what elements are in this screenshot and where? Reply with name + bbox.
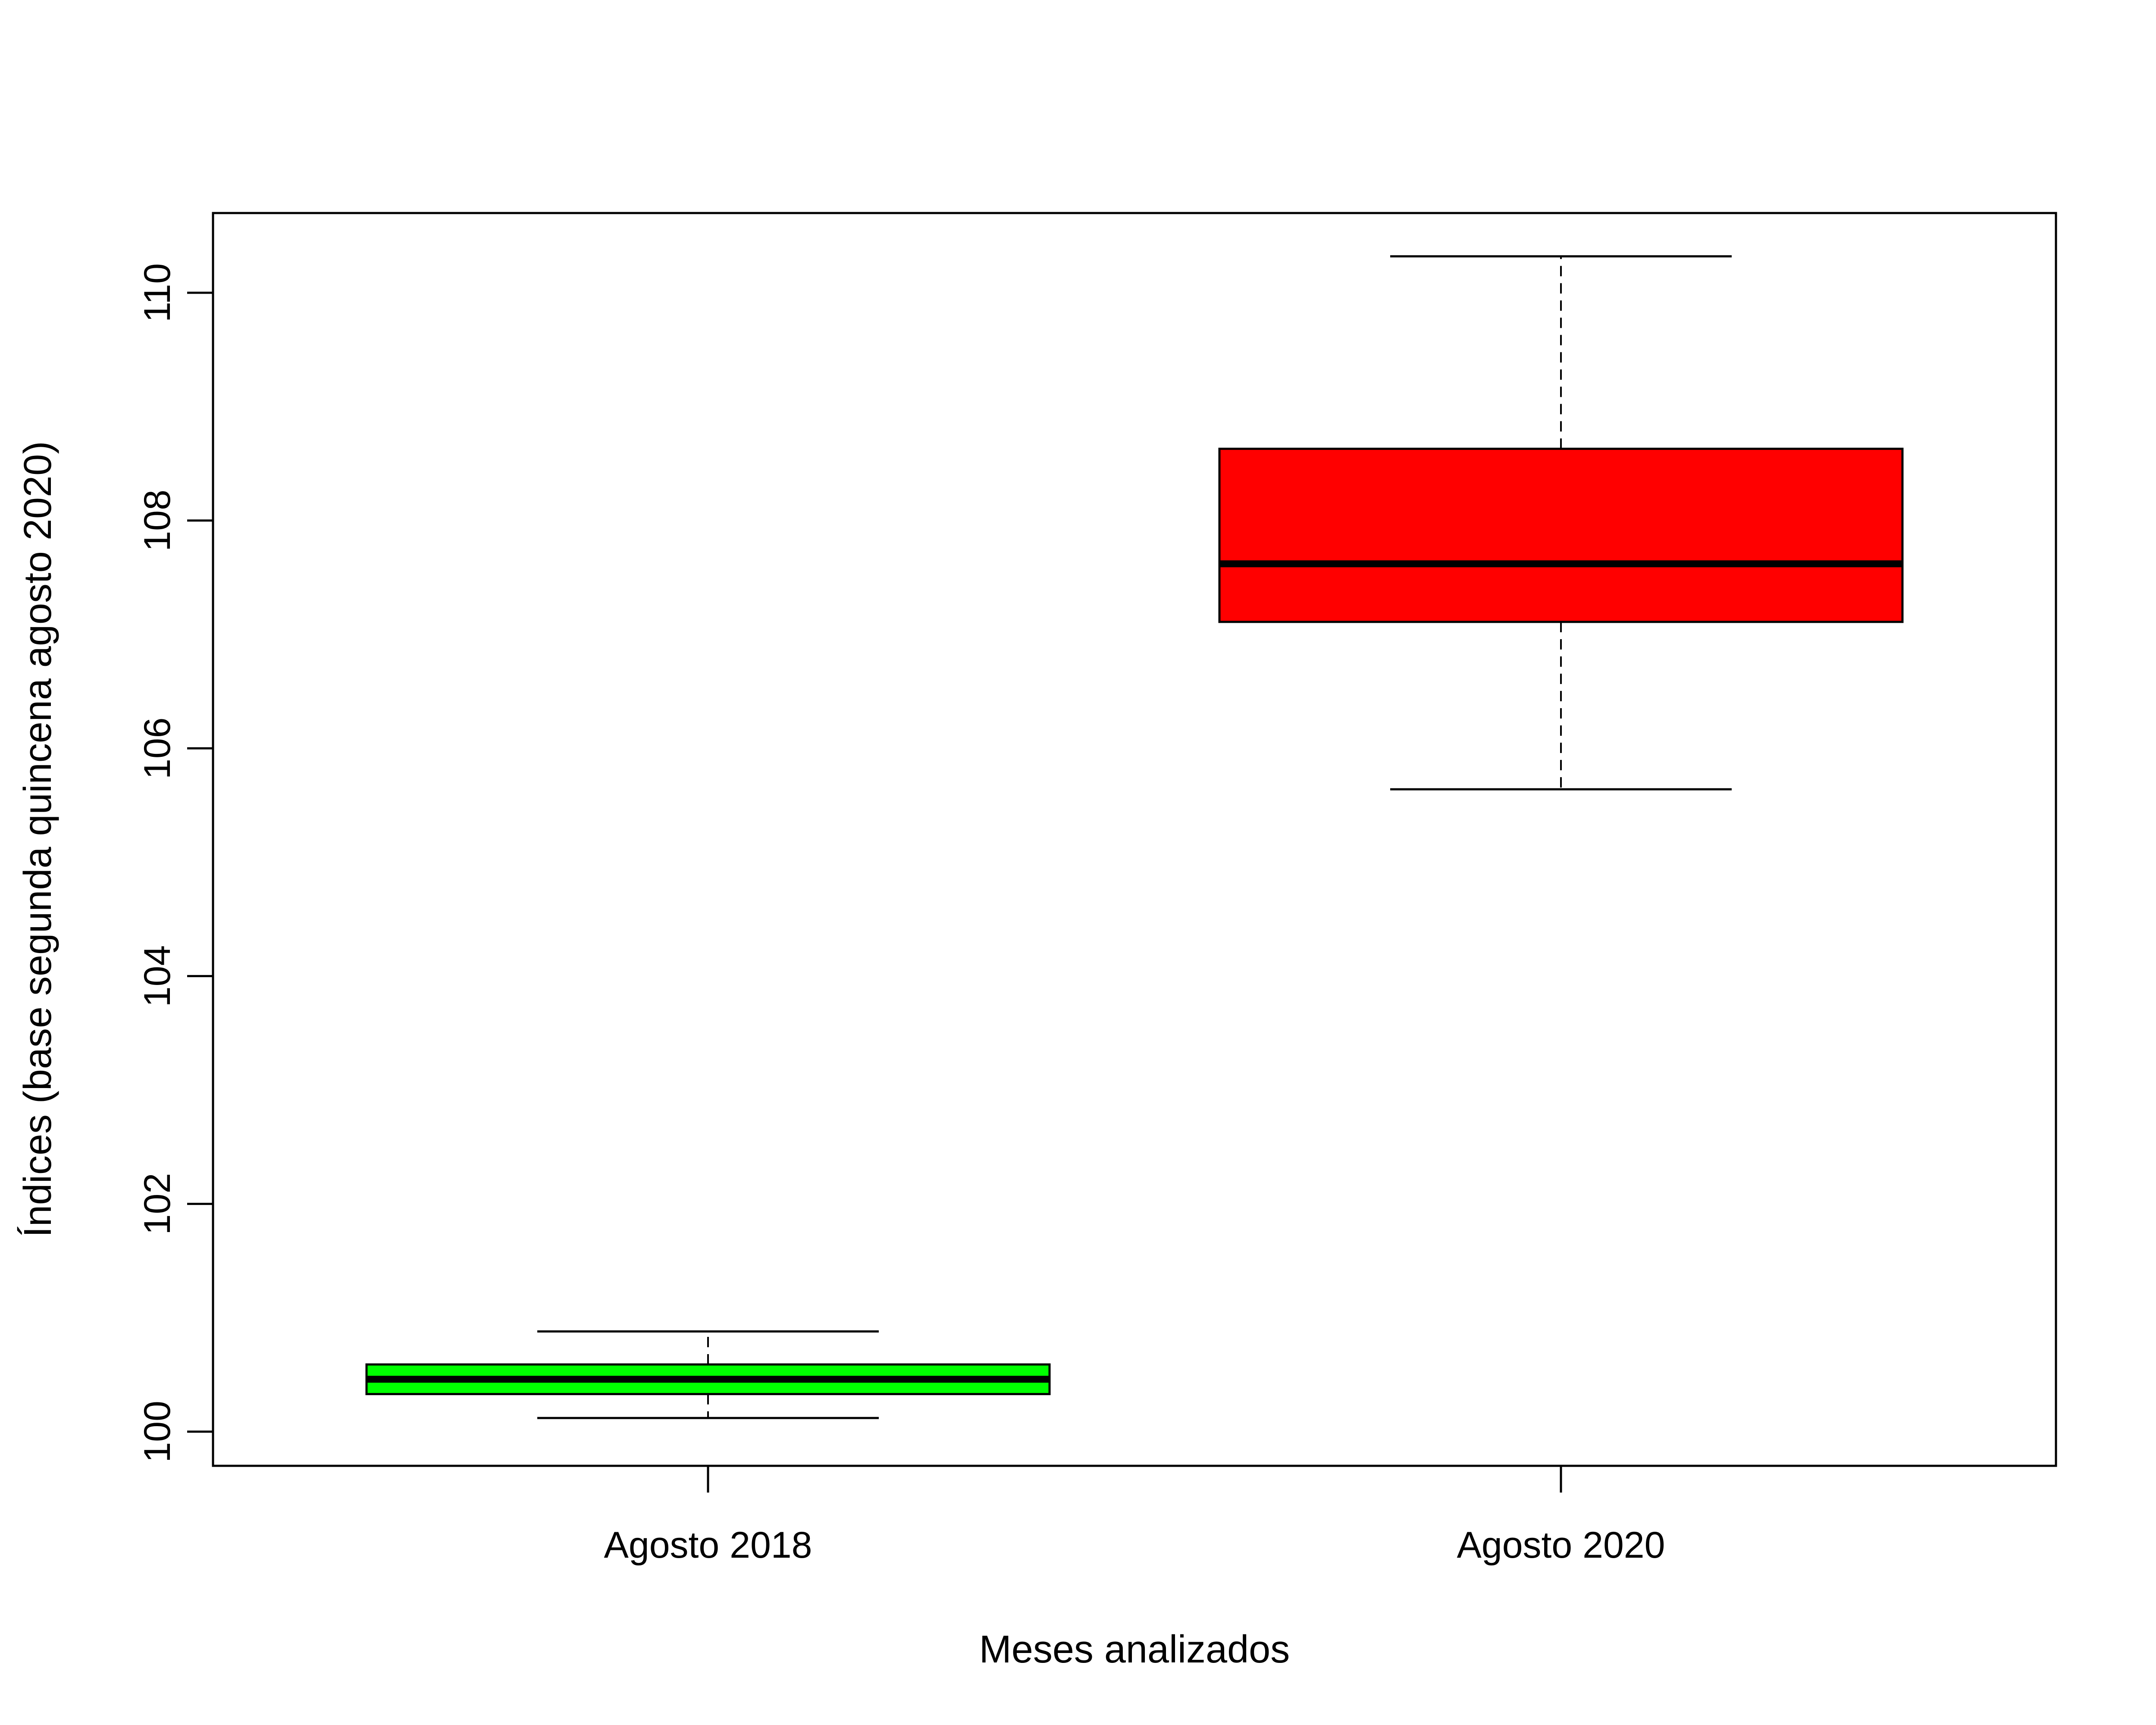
x-tick-label: Agosto 2020 <box>1457 1524 1665 1566</box>
y-tick-label: 100 <box>137 1401 178 1463</box>
x-tick-label: Agosto 2018 <box>604 1524 812 1566</box>
y-tick-label: 106 <box>137 717 178 779</box>
y-axis-label: Índices (base segunda quincena agosto 20… <box>16 441 60 1237</box>
plot-frame <box>212 212 2057 1467</box>
x-axis-ticks: Agosto 2018 Agosto 2020 <box>604 1466 1665 1566</box>
iqr-box <box>1218 448 1904 623</box>
y-tick-label: 102 <box>137 1173 178 1235</box>
box-1 <box>365 1330 1051 1419</box>
x-axis-label: Meses analizados <box>979 1628 1290 1671</box>
y-tick-label: 110 <box>137 263 178 322</box>
y-tick-label: 108 <box>137 489 178 552</box>
box-2 <box>1218 255 1904 790</box>
boxes-group <box>365 255 1904 1419</box>
y-tick-label: 104 <box>137 945 178 1007</box>
y-axis-ticks: 100 102 104 106 108 110 <box>137 263 213 1463</box>
